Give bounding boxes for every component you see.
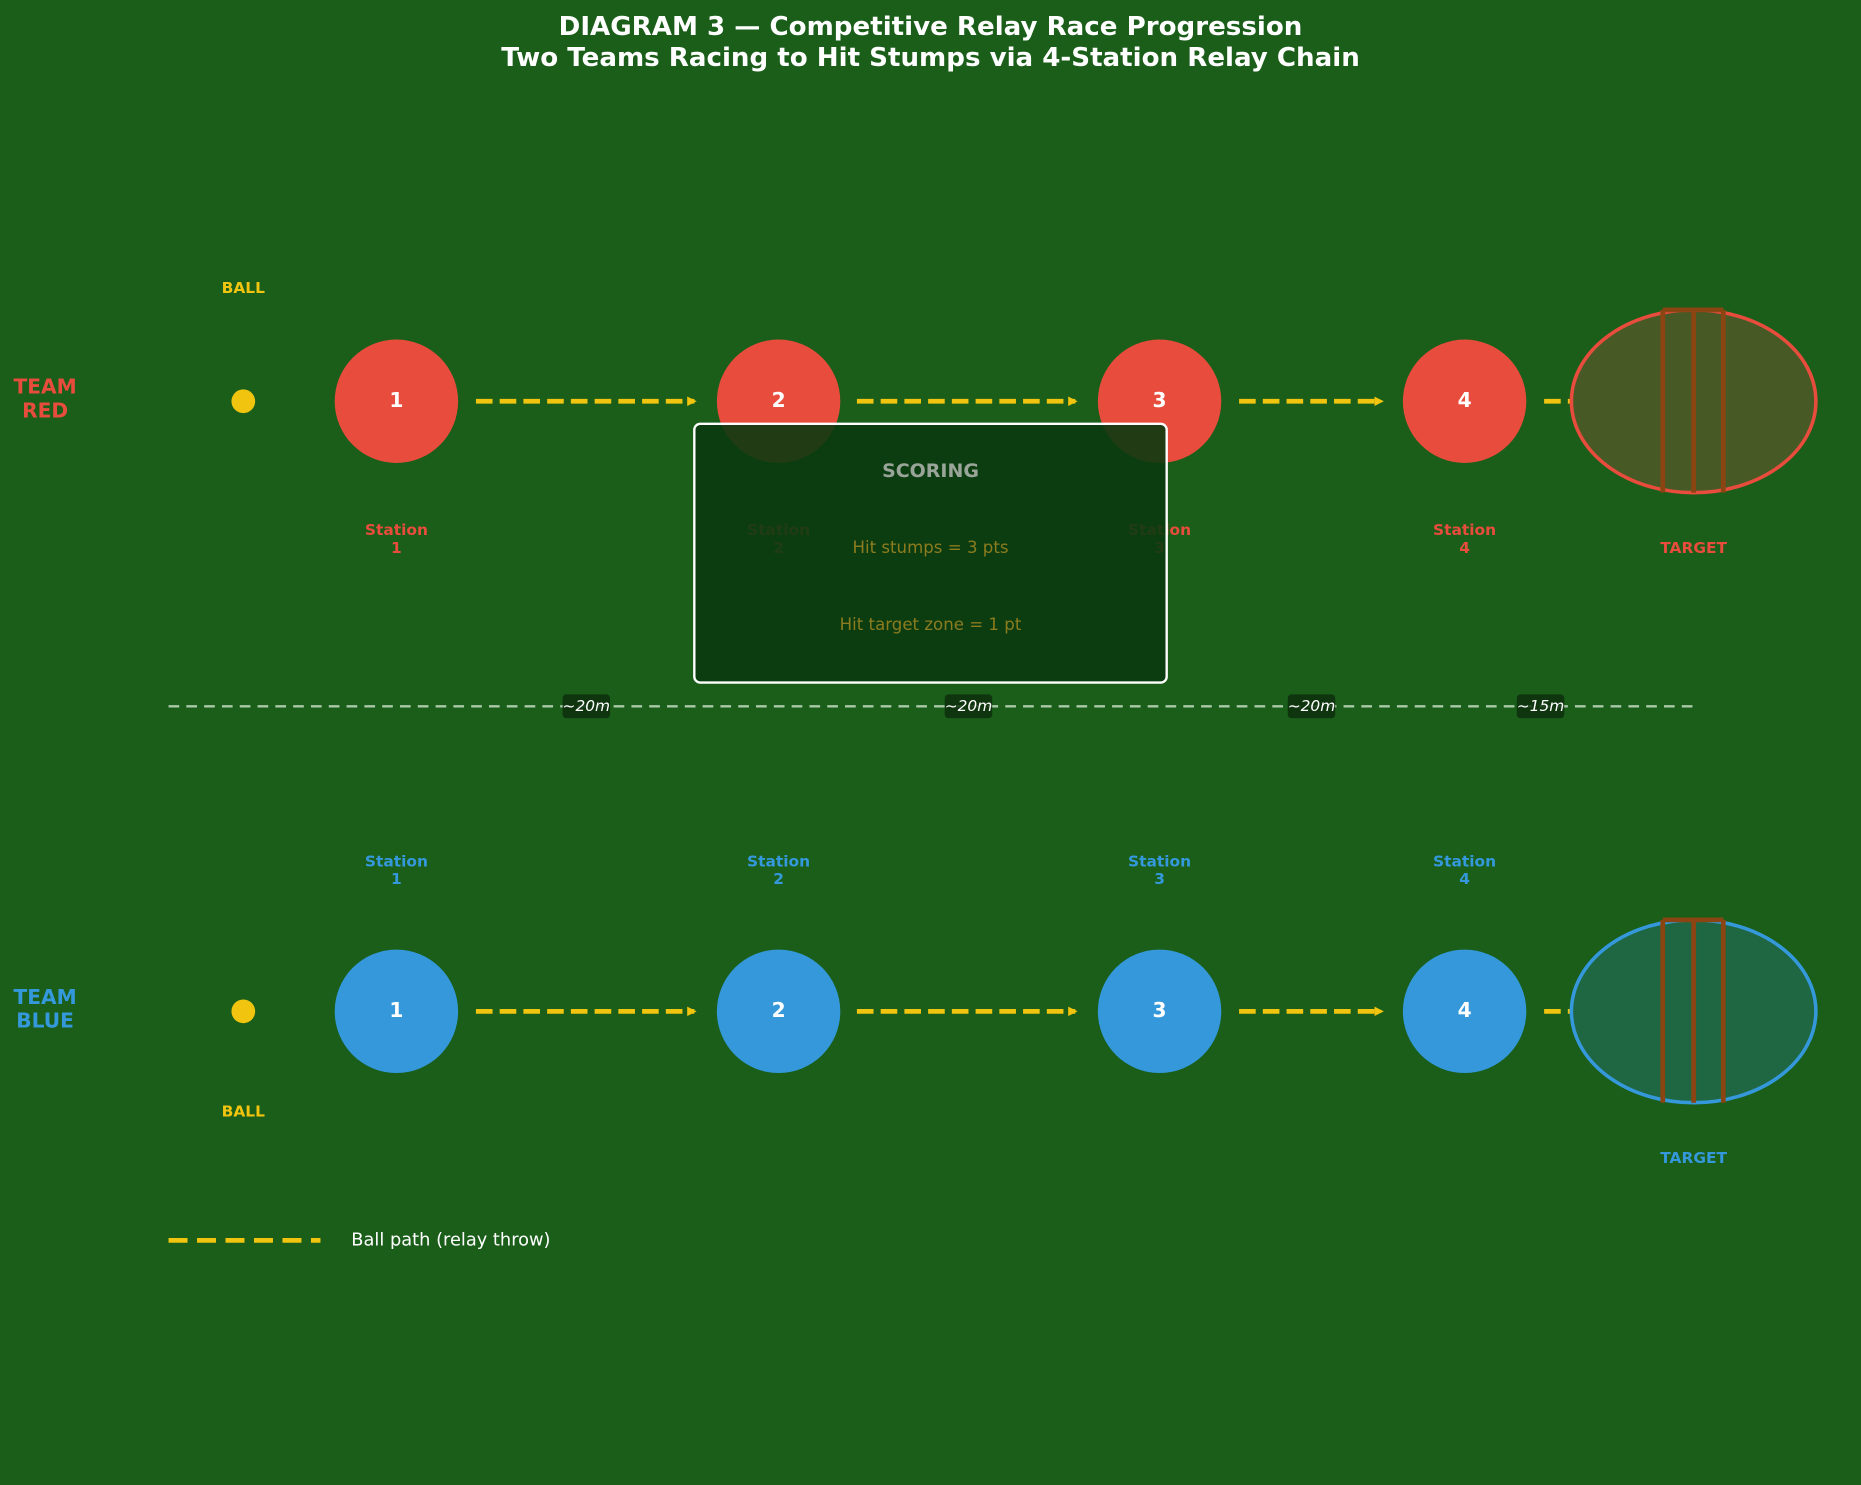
team-name: TEAM xyxy=(14,985,77,1009)
station-label: Station xyxy=(747,852,810,870)
legend-label: Ball path (relay throw) xyxy=(351,1229,550,1250)
ball xyxy=(231,389,256,414)
distance-bg xyxy=(1516,694,1565,719)
distance-bg xyxy=(944,694,993,719)
station-label: 2 xyxy=(773,870,784,888)
scoring-line: Hit stumps = 3 pts xyxy=(853,538,1009,557)
station xyxy=(1097,949,1222,1074)
subtitle: Two Teams Racing to Hit Stumps via 4-Sta… xyxy=(501,43,1360,73)
team-name: BLUE xyxy=(16,1009,74,1033)
scoring-title: SCORING xyxy=(882,460,979,482)
station xyxy=(1402,339,1527,463)
target-label: TARGET xyxy=(1660,539,1727,557)
station-label: Station xyxy=(1128,852,1191,870)
target-label: TARGET xyxy=(1660,1149,1727,1167)
station-number: 1 xyxy=(389,388,403,412)
distance-bg xyxy=(562,694,611,719)
ball-label: BALL xyxy=(222,279,265,297)
station-number: 4 xyxy=(1458,388,1472,412)
distance-label: ~20m xyxy=(1288,697,1336,715)
station-number: 3 xyxy=(1153,388,1167,412)
station xyxy=(334,949,459,1074)
ball-label: BALL xyxy=(222,1103,265,1121)
station xyxy=(716,949,841,1074)
title: DIAGRAM 3 — Competitive Relay Race Progr… xyxy=(559,12,1303,42)
station-number: 1 xyxy=(389,998,403,1022)
station xyxy=(1402,949,1527,1074)
station-number: 2 xyxy=(772,998,786,1022)
distance-bg xyxy=(1287,694,1336,719)
distance-label: ~20m xyxy=(563,697,611,715)
team-name: RED xyxy=(22,398,68,422)
scoring-box xyxy=(693,422,1168,684)
distance-label: ~15m xyxy=(1517,697,1565,715)
station-label: Station xyxy=(1433,521,1496,539)
station-label: 1 xyxy=(391,539,402,557)
station-number: 3 xyxy=(1153,998,1167,1022)
distance-label: ~20m xyxy=(945,697,993,715)
station-number: 2 xyxy=(772,388,786,412)
station-label: 4 xyxy=(1459,870,1470,888)
team-name: TEAM xyxy=(14,375,77,399)
station-label: Station xyxy=(365,521,428,539)
station-label: 3 xyxy=(1154,870,1165,888)
station-label: Station xyxy=(365,852,428,870)
station-number: 4 xyxy=(1458,998,1472,1022)
station-label: 1 xyxy=(391,870,402,888)
station xyxy=(334,339,459,463)
ball xyxy=(231,999,256,1024)
station-label: Station xyxy=(1433,852,1496,870)
station-label: 4 xyxy=(1459,539,1470,557)
scoring-line: Hit target zone = 1 pt xyxy=(840,615,1022,634)
